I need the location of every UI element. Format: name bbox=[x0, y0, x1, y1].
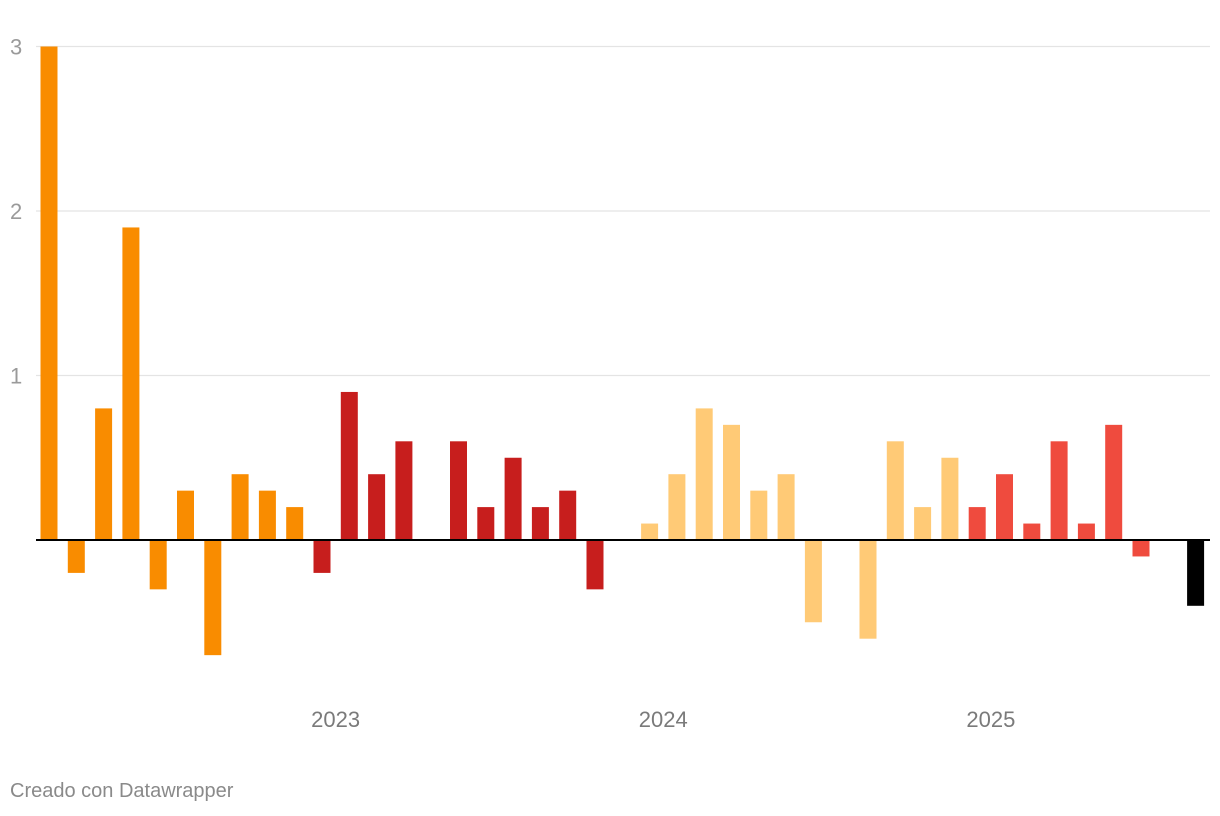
bar bbox=[149, 540, 167, 590]
bar bbox=[559, 490, 577, 540]
bar bbox=[941, 457, 959, 540]
bar bbox=[531, 507, 549, 540]
bar bbox=[695, 408, 713, 540]
bar bbox=[1023, 523, 1041, 540]
bar bbox=[368, 474, 386, 540]
bar bbox=[313, 540, 331, 573]
bar bbox=[95, 408, 113, 540]
bar bbox=[340, 391, 358, 540]
bars bbox=[40, 46, 1205, 656]
bar bbox=[641, 523, 659, 540]
credit-text: Creado con Datawrapper bbox=[10, 780, 234, 802]
bar bbox=[1050, 441, 1068, 540]
bar bbox=[914, 507, 932, 540]
x-tick-label: 2025 bbox=[966, 707, 1015, 732]
bar bbox=[723, 424, 740, 540]
bar bbox=[750, 490, 768, 540]
y-axis-ticks: 1 2 3 bbox=[10, 35, 22, 389]
bar bbox=[477, 507, 495, 540]
bar bbox=[1132, 540, 1150, 557]
bar bbox=[668, 474, 686, 540]
bar bbox=[777, 474, 795, 540]
bar bbox=[40, 46, 58, 540]
bar bbox=[586, 540, 604, 590]
bar bbox=[122, 227, 140, 540]
bar bbox=[1077, 523, 1095, 540]
bar bbox=[258, 490, 276, 540]
gridlines bbox=[36, 45, 1210, 377]
bar bbox=[1187, 540, 1205, 606]
x-axis-ticks: 2023 2024 2025 bbox=[311, 707, 1015, 732]
bar bbox=[204, 540, 222, 656]
bar bbox=[450, 441, 467, 540]
bar bbox=[886, 441, 904, 540]
y-tick-label: 3 bbox=[10, 35, 22, 60]
bar bbox=[859, 540, 877, 639]
bar bbox=[968, 507, 986, 540]
bar bbox=[504, 457, 522, 540]
bar bbox=[804, 540, 822, 623]
bar bbox=[177, 490, 194, 540]
bar bbox=[1105, 424, 1123, 540]
x-tick-label: 2023 bbox=[311, 707, 360, 732]
y-tick-label: 2 bbox=[10, 199, 22, 224]
y-tick-label: 1 bbox=[10, 364, 22, 389]
x-tick-label: 2024 bbox=[639, 707, 688, 732]
bar bbox=[395, 441, 413, 540]
bar bbox=[231, 474, 249, 540]
bar bbox=[286, 507, 304, 540]
bar bbox=[996, 474, 1013, 540]
bar bbox=[67, 540, 85, 573]
